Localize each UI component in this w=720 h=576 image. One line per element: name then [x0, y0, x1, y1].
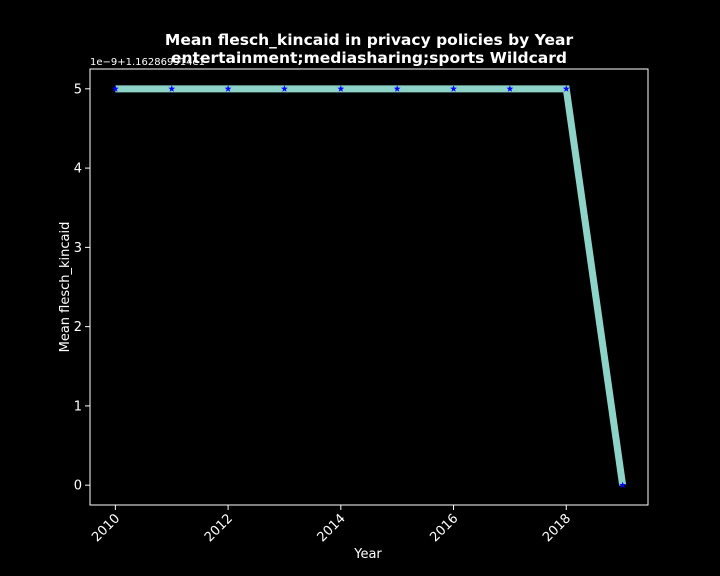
y-axis-ticks: 0 1 2 3 4 5 — [74, 82, 90, 494]
y-tick-label: 4 — [74, 162, 82, 177]
y-tick-label: 5 — [74, 82, 82, 97]
data-point-star — [337, 85, 345, 92]
chart-title-line-2: entertainment;mediasharing;sports Wildca… — [171, 49, 567, 67]
data-point-star — [450, 85, 457, 92]
data-series — [111, 85, 627, 489]
y-tick-label: 3 — [74, 241, 82, 256]
x-axis-label: Year — [353, 547, 382, 562]
y-tick-label: 2 — [74, 320, 82, 335]
plot-frame — [89, 68, 649, 506]
data-point-star — [224, 85, 232, 92]
data-point-star — [393, 85, 401, 92]
series-line — [115, 85, 627, 486]
y-tick-label: 0 — [74, 479, 82, 494]
chart-title-line-1: Mean flesch_kincaid in privacy policies … — [165, 31, 574, 49]
y-axis-label: Mean flesch_kincaid — [58, 222, 73, 353]
y-axis-offset-label: 1e−9+1.162869914e1 — [90, 57, 205, 68]
data-point-star — [506, 85, 514, 92]
data-point-star — [562, 85, 570, 92]
data-point-star — [281, 85, 288, 92]
data-point-star — [168, 85, 176, 92]
data-point-star — [111, 85, 119, 92]
y-tick-label: 1 — [74, 399, 82, 414]
data-point-star — [619, 481, 627, 489]
